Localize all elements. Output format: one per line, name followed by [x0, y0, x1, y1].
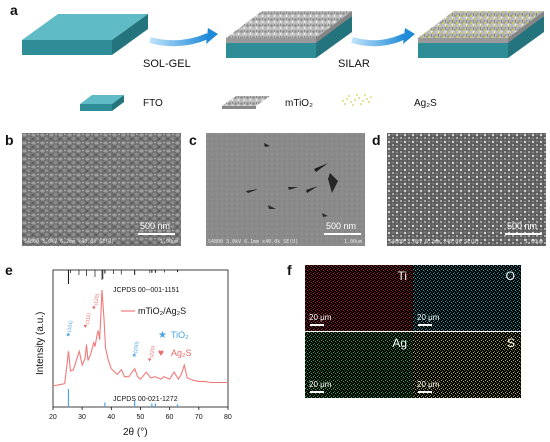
eds-element-label: Ag	[392, 336, 407, 350]
eds-map-o: O 20 μm	[413, 265, 521, 331]
peak-marker: ♥	[148, 358, 152, 364]
x-tick-label: 20	[49, 414, 57, 421]
eds-scale-label: 20 μm	[417, 313, 440, 322]
peak-label: (101)	[67, 320, 75, 333]
eds-element-label: O	[505, 269, 515, 283]
sem-meta-c: S4800 3.0kV 6.1mm x40.0k SE(U)	[208, 239, 299, 245]
eds-noise	[305, 265, 413, 331]
eds-element-label: S	[506, 336, 515, 350]
eds-element-label: Ti	[397, 269, 407, 283]
eds-scale-bar	[418, 391, 432, 393]
x-tick-label: 40	[107, 414, 115, 421]
step-silar-label: SILAR	[338, 58, 370, 70]
xrd-curve	[52, 289, 228, 387]
tio2-star-icon: ★	[158, 330, 167, 341]
series-legend-label: mTiO₂/Ag₂S	[138, 306, 186, 316]
sem-image-d: 500 nm S4800 3.0kV 6.2mm x40.0k SE(U) 1.…	[387, 133, 546, 246]
peak-marker: ♥	[84, 324, 88, 330]
sem-meta-scale-c: 1.00um	[344, 239, 363, 245]
scale-label-b: 500 nm	[140, 221, 171, 231]
eds-noise	[305, 332, 413, 398]
ag2s-heart-icon: ♥	[158, 348, 164, 359]
eds-scale-label: 20 μm	[417, 380, 440, 389]
x-tick-label: 60	[166, 414, 174, 421]
x-tick-label: 80	[224, 414, 232, 421]
sem-d-texture	[387, 133, 546, 246]
eds-noise	[413, 265, 521, 331]
sem-meta-b: S4800 3.0kV 6.2mm x40.0k SE(U)	[24, 239, 115, 245]
peak-label: (200)	[133, 341, 141, 354]
eds-scale-bar	[310, 391, 324, 393]
peak-marker: ★	[132, 352, 137, 359]
eds-scale-label: 20 μm	[309, 380, 332, 389]
eds-scale-bar	[418, 324, 432, 326]
panel-b-label: b	[5, 132, 14, 148]
scale-label-c: 500 nm	[326, 221, 357, 231]
sem-image-b: 500 nm S4800 3.0kV 6.2mm x40.0k SE(U) 1.…	[22, 133, 181, 246]
x-tick-label: 50	[137, 414, 145, 421]
eds-noise	[413, 332, 521, 398]
panel-e-label: e	[5, 262, 13, 278]
ag2s-coated-slab	[418, 11, 544, 58]
scale-bar-d	[505, 233, 542, 235]
ag2s-legend-label: Ag₂S	[171, 348, 192, 358]
arrow-sol-gel	[149, 33, 210, 47]
step-sol-gel-label: SOL-GEL	[143, 58, 191, 70]
sem-meta-scale-d: 1.00um	[525, 239, 544, 245]
fto-slab-1	[22, 14, 148, 55]
y-axis-label: Intensity (a.u.)	[35, 312, 46, 375]
eds-map-s: S 20 μm	[413, 332, 521, 398]
panel-c-label: c	[189, 132, 197, 148]
mtio2-coated-slab	[226, 11, 352, 58]
legend-mtio2: mTiO₂	[285, 98, 313, 109]
eds-map-ti: Ti 20 μm	[305, 265, 413, 331]
peak-marker: ★	[65, 331, 70, 338]
eds-scale-bar	[310, 324, 324, 326]
panel-a-label: a	[10, 2, 18, 18]
sem-meta-d: S4800 3.0kV 6.2mm x40.0k SE(U)	[389, 239, 480, 245]
arrow-silar	[351, 33, 407, 47]
scale-bar-b	[138, 233, 175, 235]
peak-marker: ♥	[92, 306, 96, 312]
xrd-chart: JCPDS 00--001-1151 JCPDS 00-021-1272 mTiO₂…	[35, 269, 232, 438]
eds-map-ag: Ag 20 μm	[305, 332, 413, 398]
peak-label: (111)	[85, 312, 93, 324]
mtio2-film-icon	[222, 96, 270, 109]
schematic-process	[22, 11, 544, 111]
eds-scale-label: 20 μm	[309, 313, 332, 322]
scale-bar-c	[324, 233, 361, 235]
tio2-legend-label: TiO₂	[171, 330, 189, 340]
ag2s-particles-icon	[342, 94, 372, 106]
ref-top-label: JCPDS 00--001-1151	[113, 287, 180, 294]
legend-fto: FTO	[143, 98, 163, 109]
x-axis-label: 2θ (°)	[123, 427, 148, 438]
sem-c-texture	[206, 133, 365, 246]
legend-ag2s: Ag₂S	[414, 98, 437, 109]
peak-label: (220)	[149, 345, 157, 358]
sem-b-texture	[22, 133, 181, 246]
scale-label-d: 500 nm	[507, 221, 538, 231]
peak-label: (120)	[93, 293, 101, 306]
x-tick-label: 70	[195, 414, 203, 421]
fto-slab-icon	[80, 95, 124, 111]
ref-bottom-label: JCPDS 00-021-1272	[113, 396, 178, 403]
sem-meta-scale-b: 1.00um	[160, 239, 179, 245]
x-tick-label: 30	[78, 414, 86, 421]
panel-d-label: d	[372, 132, 381, 148]
panel-f-label: f	[287, 262, 292, 278]
sem-image-c: 500 nm S4800 3.0kV 6.1mm x40.0k SE(U) 1.…	[206, 133, 365, 246]
